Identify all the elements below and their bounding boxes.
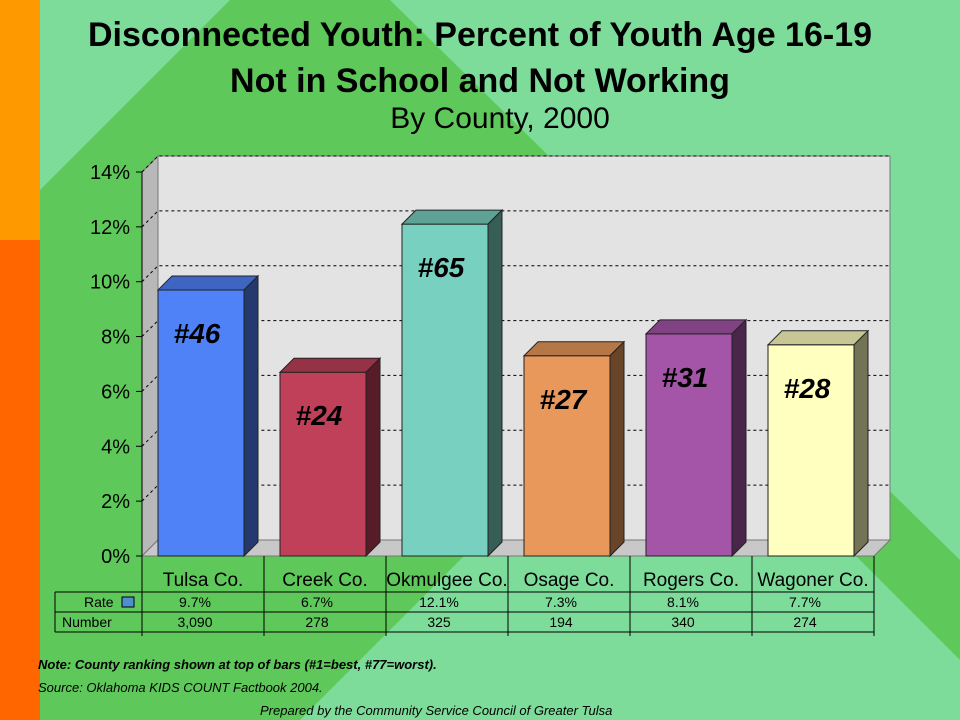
bar-6 [767,344,855,557]
x-category-label: Osage Co. [524,570,615,591]
ranking-note: Note: County ranking shown at top of bar… [38,657,437,672]
bar-side-4 [609,340,625,558]
plot-side-wall [141,154,159,558]
table-row-label: Rate [84,594,114,610]
left-stripe-bottom [0,240,40,720]
rank-label-4: #27 [540,384,588,415]
table-cell: 194 [549,614,573,630]
y-tick-label: 14% [90,162,130,184]
table-cell: 12.1% [419,594,459,610]
bar-top-3 [400,209,504,225]
prepared-by-note: Prepared by the Community Service Counci… [260,703,613,718]
table-cell: 8.1% [667,594,699,610]
bar-top-2 [278,357,382,373]
y-tick-label: 8% [101,327,130,349]
rank-label-5: #31 [662,362,709,393]
gridline [141,320,890,337]
y-tick-label: 10% [90,272,130,294]
x-category-label: Wagoner Co. [757,570,868,591]
gridline [141,210,890,228]
y-tick-label: 12% [90,217,130,239]
bar-side-2 [365,357,381,558]
chart-title-line1: Disconnected Youth: Percent of Youth Age… [87,16,873,54]
table-cell: 7.3% [545,594,577,610]
table-cell: 278 [305,614,329,630]
table-cell: 274 [793,614,817,630]
y-tick-label: 0% [101,546,130,568]
gridline [141,155,890,173]
bar-side-3 [487,208,503,558]
gridline [141,265,890,283]
rank-label-1: #46 [174,318,221,349]
bar-top-4 [522,341,626,357]
bar-side-5 [731,318,747,558]
table-cell: 3,090 [177,614,212,630]
background-diagonal-band [40,0,960,560]
rank-label-6: #28 [784,373,831,404]
chart-subtitle: By County, 2000 [390,102,610,135]
bar-top-6 [766,330,870,346]
x-category-label: Tulsa Co. [163,570,244,591]
chart-title-line2: Not in School and Not Working [230,62,730,100]
y-tick-label: 6% [101,381,130,403]
table-row-label: Number [62,614,112,630]
table-cell: 6.7% [301,594,333,610]
x-category-label: Rogers Co. [643,570,739,591]
bar-2 [279,371,367,557]
bar-5 [645,333,733,557]
bar-top-5 [644,319,748,335]
legend-key [121,596,135,608]
y-tick-label: 4% [101,436,130,458]
left-stripe-top [0,0,40,240]
rank-label-2: #24 [296,400,343,431]
bar-1 [157,289,245,557]
x-category-label: Okmulgee Co. [386,570,507,591]
table-cell: 7.7% [789,594,821,610]
table-cell: 9.7% [179,594,211,610]
background-corner-band [40,0,230,190]
x-category-label: Creek Co. [282,570,368,591]
bar-side-6 [853,329,869,558]
bar-3 [401,223,489,557]
bar-top-1 [156,275,260,291]
rank-label-3: #65 [418,252,465,283]
source-note: Source: Oklahoma KIDS COUNT Factbook 200… [38,680,323,695]
table-cell: 340 [671,614,695,630]
y-tick-label: 2% [101,491,130,513]
bar-side-1 [243,274,259,558]
table-cell: 325 [427,614,451,630]
